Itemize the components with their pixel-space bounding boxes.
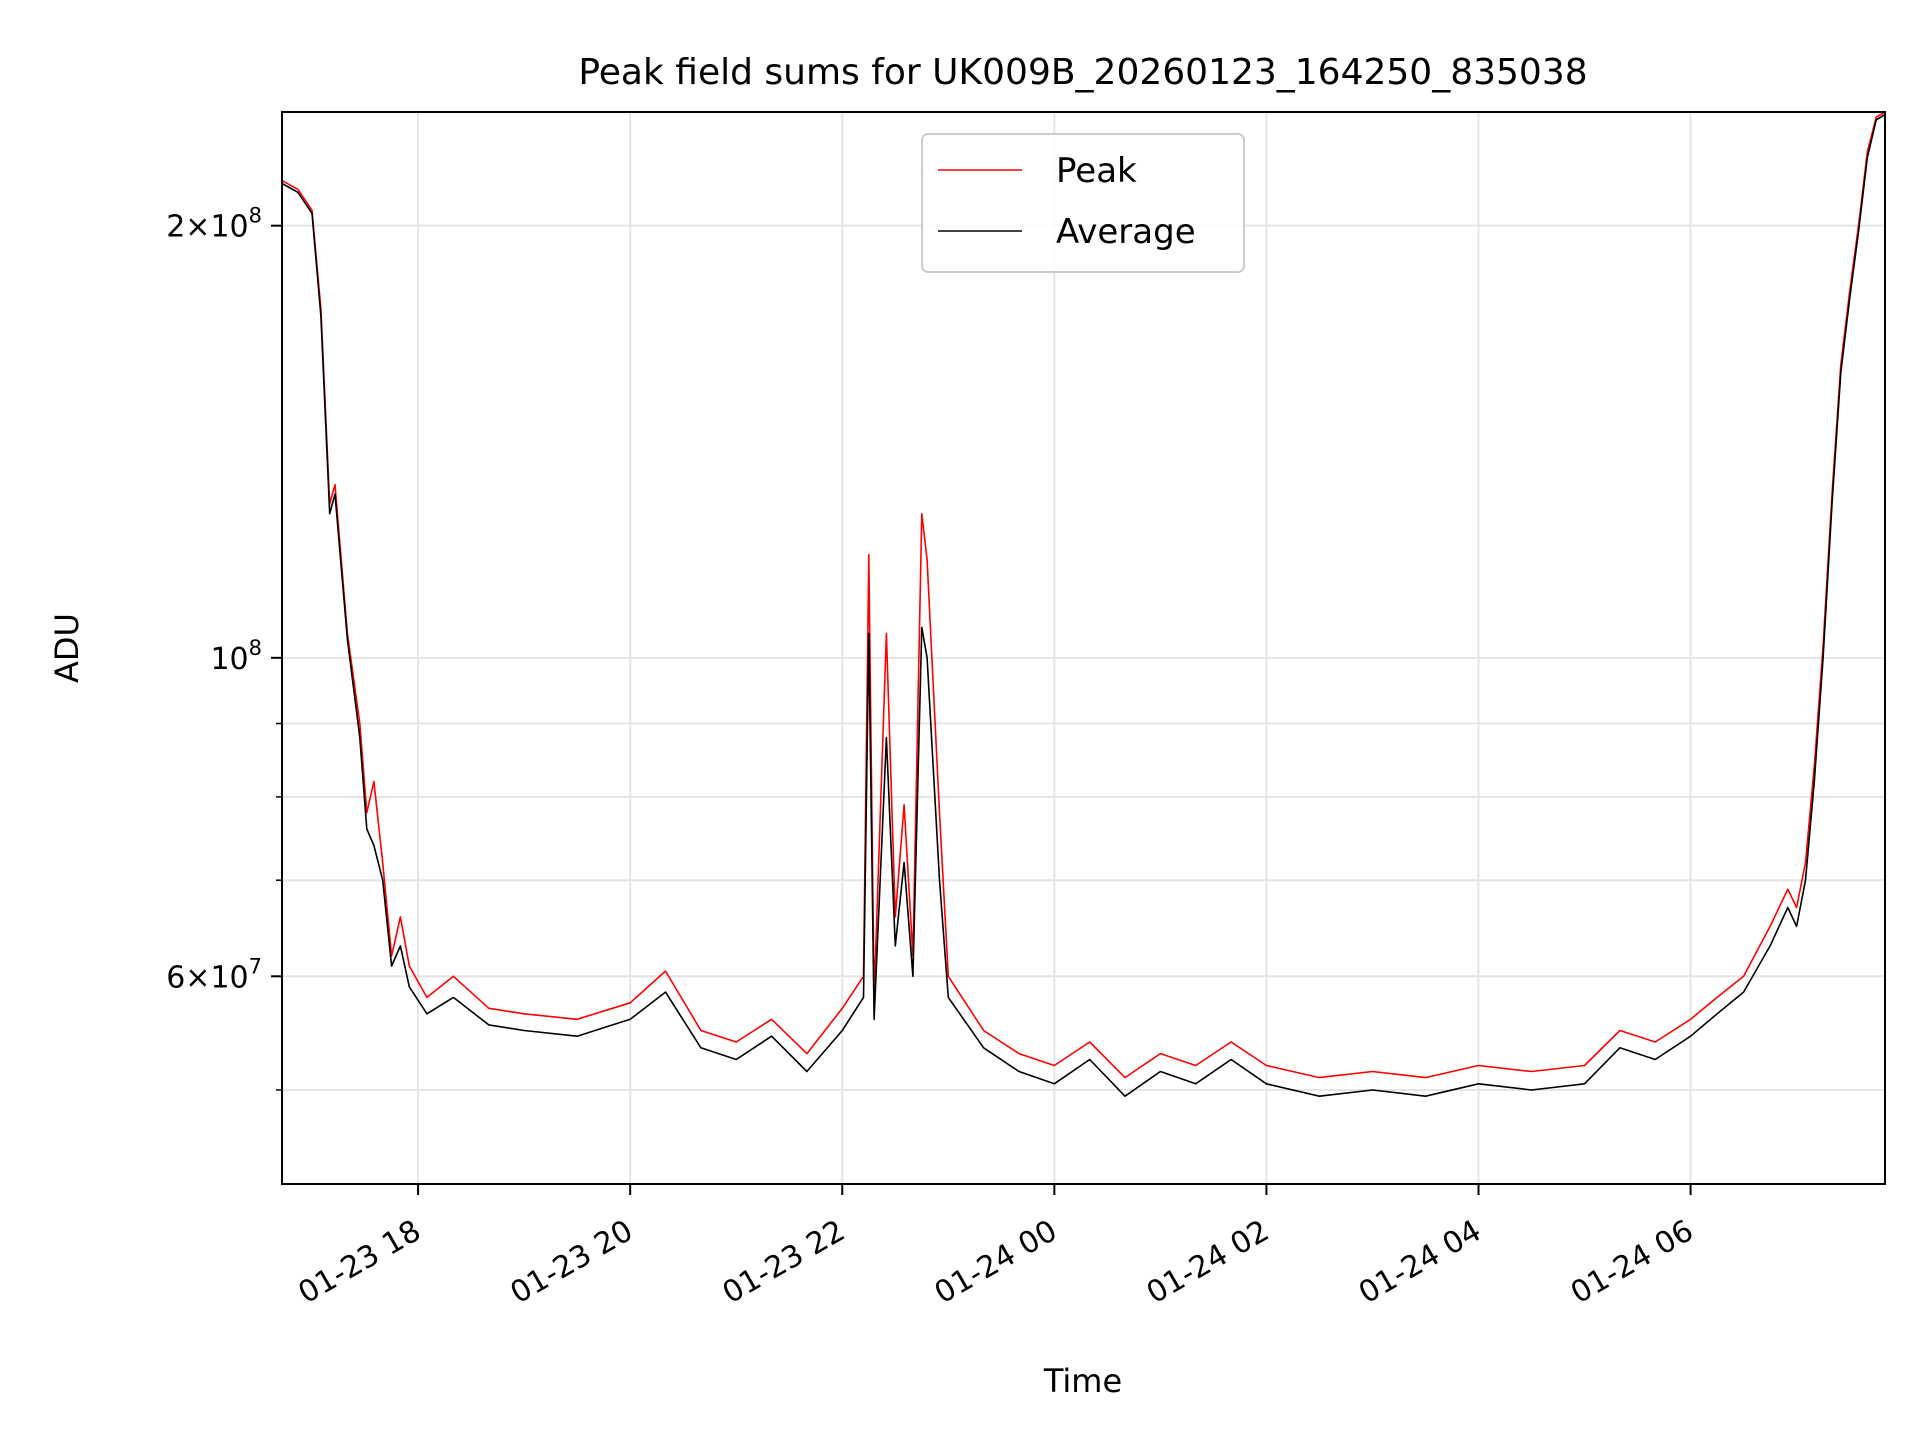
legend-label-peak: Peak: [1056, 151, 1137, 191]
y-tick-label: 2×108: [166, 204, 262, 245]
y-ticks: 6×107 108 2×108: [166, 204, 282, 1091]
plot-frame: [281, 111, 1886, 1185]
legend-box: [921, 133, 1245, 273]
series-layer: [281, 111, 1886, 1097]
y-axis-label: ADU: [48, 613, 86, 683]
chart-title: Peak field sums for UK009B_20260123_1642…: [578, 52, 1587, 93]
x-axis-label: Time: [1043, 1362, 1122, 1400]
series-line-average: [281, 113, 1886, 1097]
y-tick-label: 6×107: [166, 954, 262, 995]
y-tick-label: 108: [210, 636, 262, 677]
series-line-peak: [281, 111, 1886, 1079]
legend: Peak Average: [921, 133, 1245, 273]
legend-label-average: Average: [1056, 212, 1196, 252]
